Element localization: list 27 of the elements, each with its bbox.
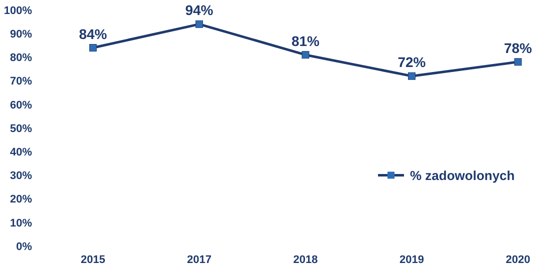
data-label: 72% <box>398 54 426 70</box>
y-tick-label: 90% <box>10 28 32 40</box>
point <box>514 58 522 66</box>
y-tick-label: 70% <box>10 76 32 88</box>
data-label: 94% <box>185 2 214 18</box>
y-tick-label: 80% <box>10 52 32 64</box>
y-tick-label: 0% <box>16 240 32 253</box>
data-label: 84% <box>78 26 108 42</box>
x-tick-label: 2020 <box>506 254 530 266</box>
y-tick-label: 10% <box>10 217 32 230</box>
point <box>196 20 203 28</box>
point <box>302 51 310 59</box>
y-tick-label: 50% <box>10 122 32 135</box>
point <box>89 44 97 52</box>
legend-label: % zadowolonych <box>410 168 515 183</box>
x-tick-label: 2018 <box>293 254 318 266</box>
y-tick-label: 60% <box>10 99 32 112</box>
y-tick-label: 30% <box>10 170 32 182</box>
x-tick-label: 2017 <box>187 254 212 266</box>
point <box>408 72 416 80</box>
y-tick-label: 20% <box>10 194 32 206</box>
x-tick-label: 2019 <box>400 254 424 266</box>
data-label: 78% <box>504 40 533 56</box>
x-tick-label: 2015 <box>80 254 106 266</box>
y-tick-label: 40% <box>10 146 32 158</box>
y-tick-label: 100% <box>4 4 32 17</box>
data-label: 81% <box>291 32 320 49</box>
